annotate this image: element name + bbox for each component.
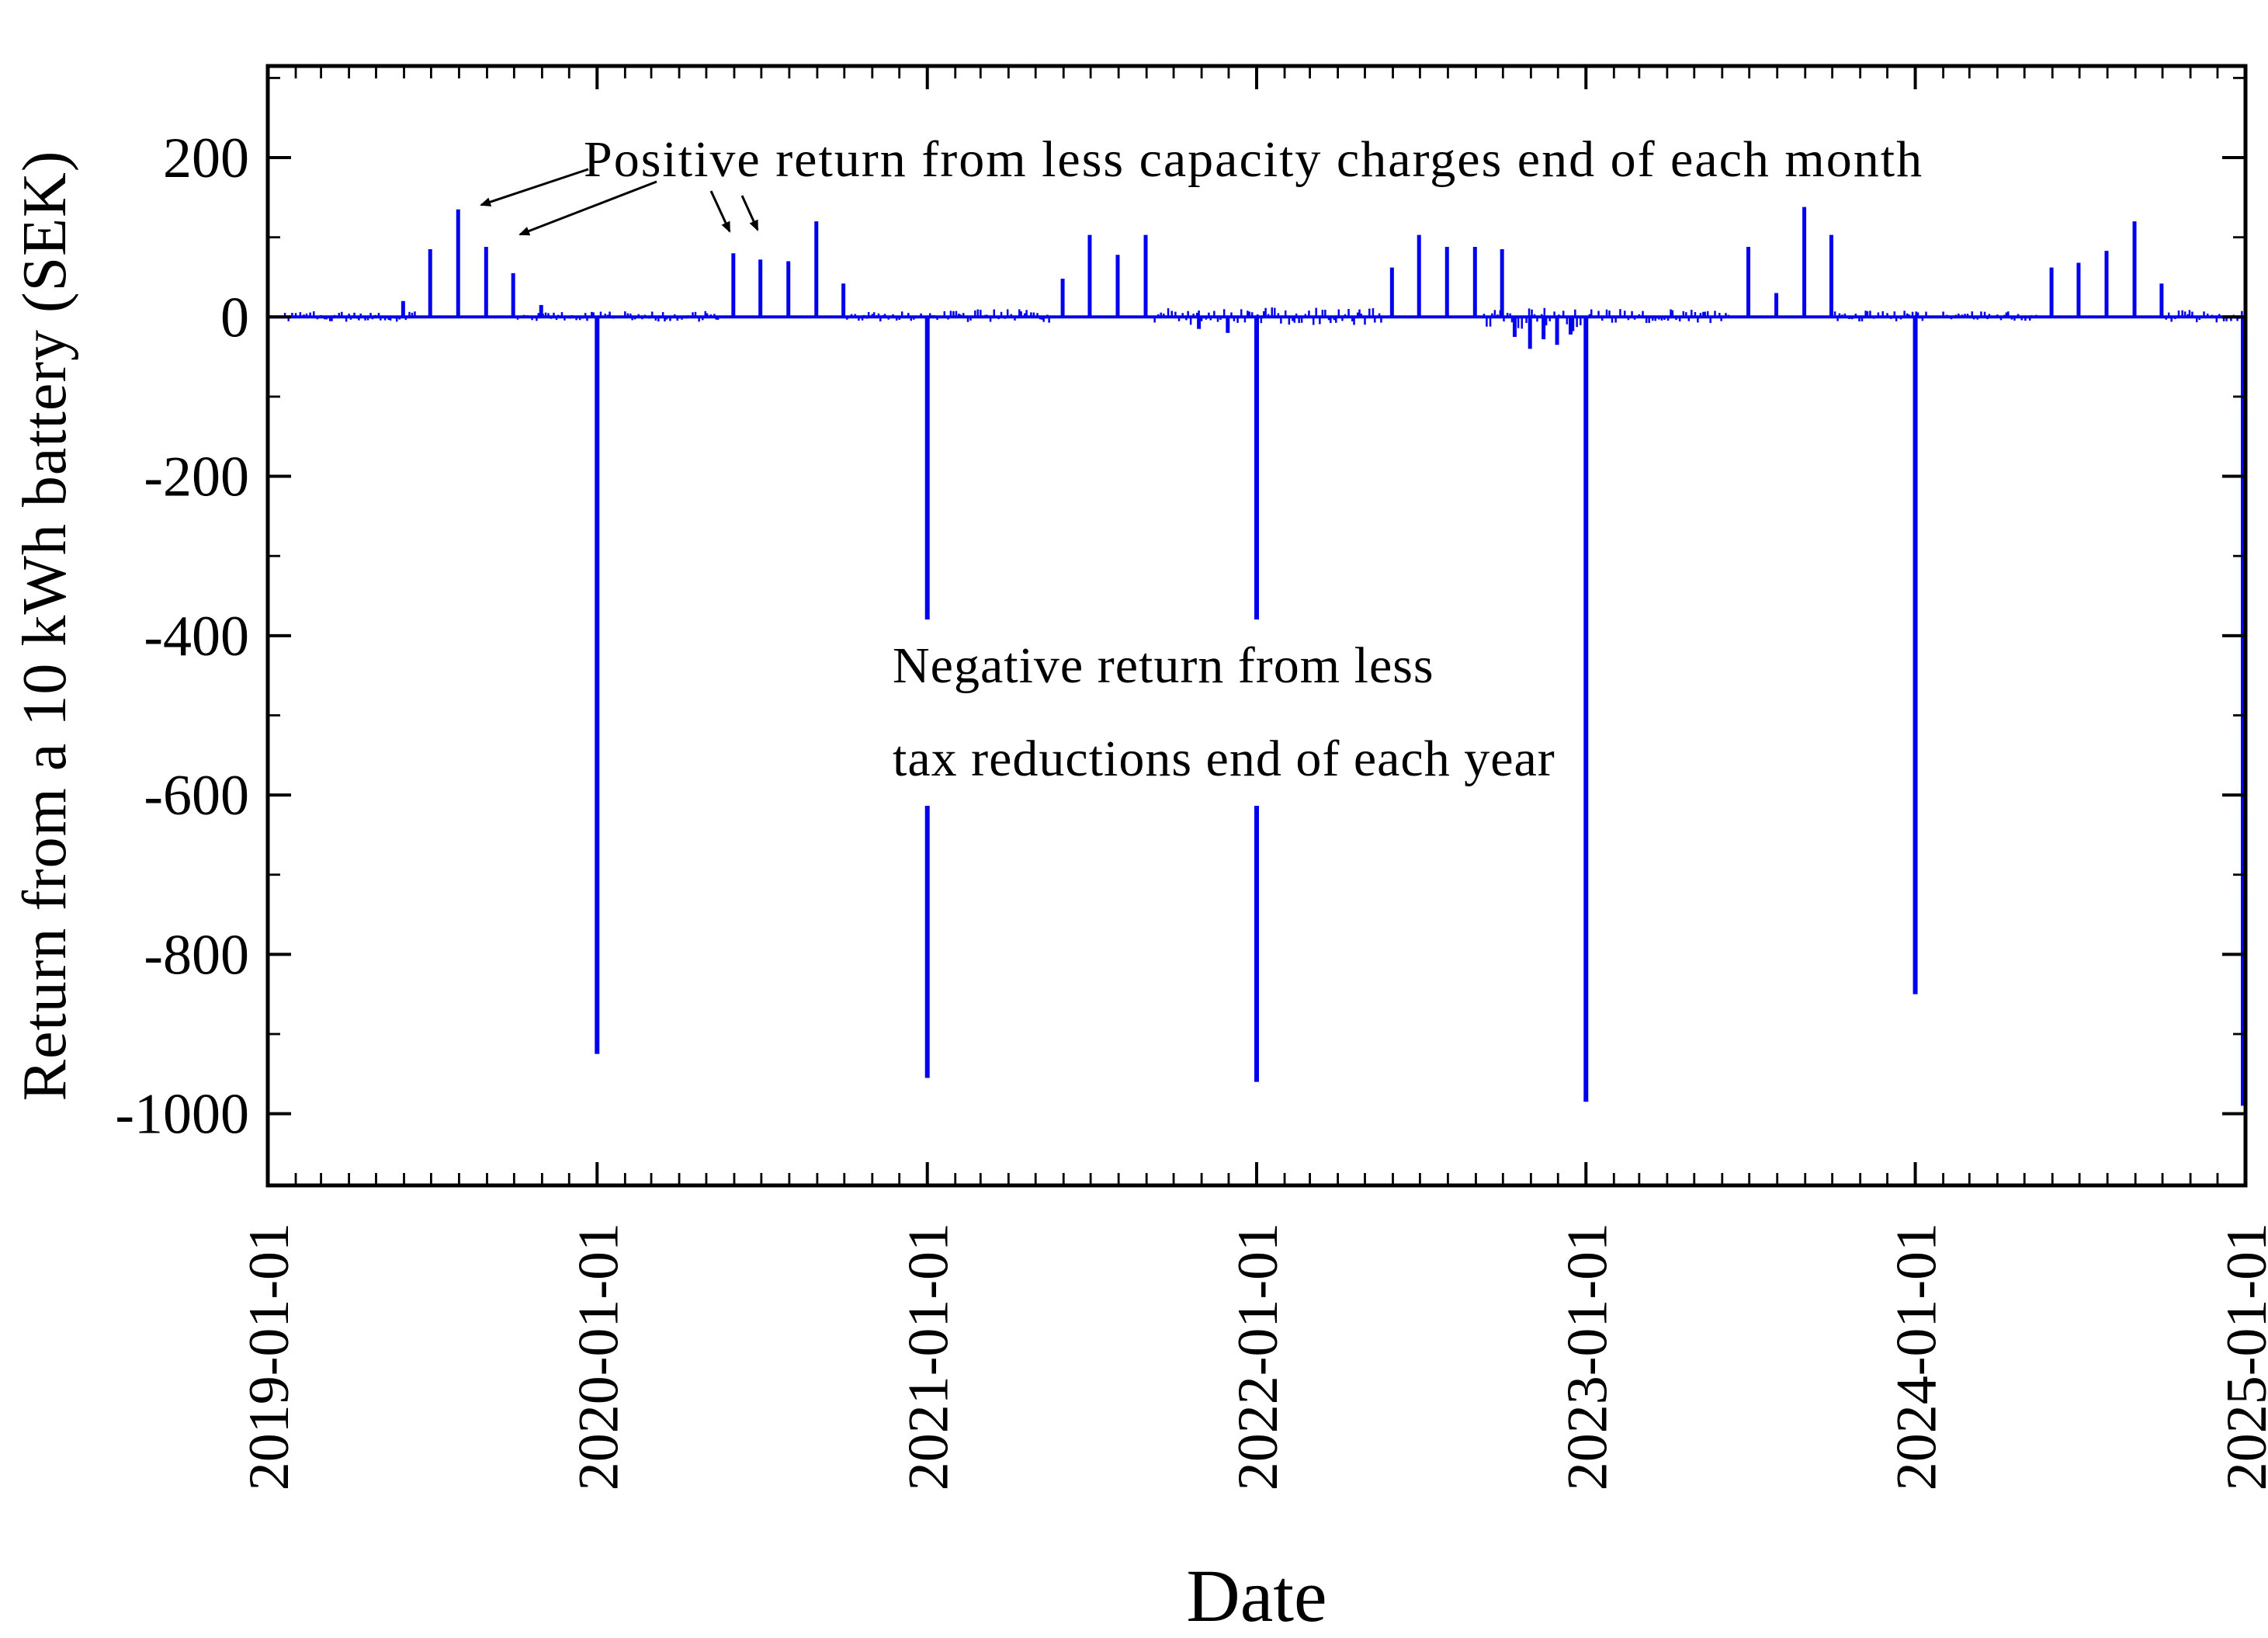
svg-text:2023-01-01: 2023-01-01 bbox=[1555, 1223, 1619, 1491]
svg-text:2020-01-01: 2020-01-01 bbox=[567, 1223, 630, 1491]
svg-text:2025-01-01: 2025-01-01 bbox=[2215, 1223, 2268, 1491]
annotation-negative-line2: tax reductions end of each year bbox=[891, 713, 1565, 806]
svg-text:2021-01-01: 2021-01-01 bbox=[897, 1223, 961, 1491]
svg-text:2022-01-01: 2022-01-01 bbox=[1226, 1223, 1290, 1491]
svg-text:-200: -200 bbox=[144, 446, 249, 509]
svg-text:200: 200 bbox=[163, 127, 249, 190]
svg-text:0: 0 bbox=[220, 286, 249, 349]
svg-text:2024-01-01: 2024-01-01 bbox=[1885, 1223, 1949, 1491]
svg-text:-400: -400 bbox=[144, 605, 249, 668]
svg-text:-600: -600 bbox=[144, 764, 249, 828]
annotation-positive-returns: Positive return from less capacity charg… bbox=[584, 131, 1924, 188]
y-axis-title: Return from a 10 kWh battery (SEK) bbox=[11, 150, 79, 1102]
annotation-negative-line1: Negative return from less bbox=[891, 619, 1444, 713]
svg-text:2019-01-01: 2019-01-01 bbox=[238, 1223, 301, 1491]
x-axis-title: Date bbox=[1186, 1554, 1327, 1637]
annotation-negative-returns: Negative return from less tax reductions… bbox=[891, 619, 1565, 806]
svg-text:-1000: -1000 bbox=[115, 1083, 249, 1147]
svg-text:-800: -800 bbox=[144, 923, 249, 987]
